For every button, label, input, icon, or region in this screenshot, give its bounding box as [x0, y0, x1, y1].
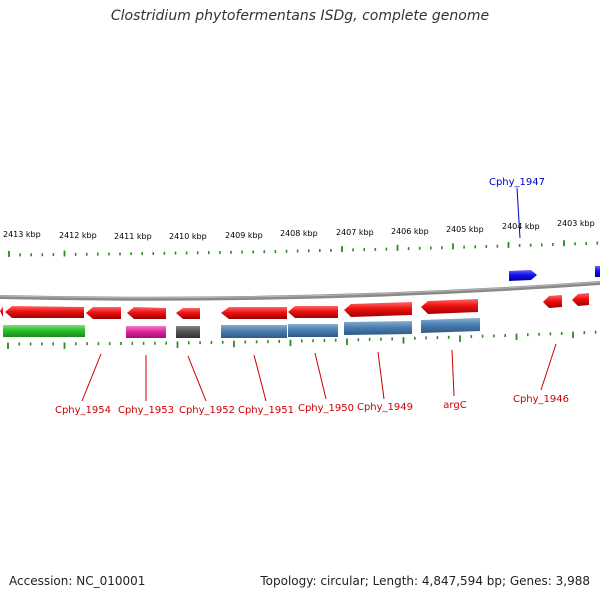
scale-label: 2409 kbp: [225, 231, 263, 240]
scale-label: 2411 kbp: [114, 232, 152, 241]
leader-line: [516, 187, 521, 239]
genome-title: Clostridium phytofermentans ISDg, comple…: [110, 8, 490, 24]
gene-labels: Cphy_1954 Cphy_1953 Cphy_1952 Cphy_1951 …: [55, 177, 569, 416]
gene-arrow[interactable]: [5, 306, 84, 318]
gene-arrow[interactable]: [421, 299, 478, 314]
scale-label: 2405 kbp: [446, 225, 484, 234]
scale-ticks: [7, 240, 599, 349]
gene-track-red: [0, 293, 589, 319]
gene-label[interactable]: Cphy_1954: [55, 405, 111, 416]
gene-label[interactable]: Cphy_1946: [513, 394, 569, 405]
leader-line: [314, 352, 327, 400]
gene-arrow[interactable]: [595, 266, 600, 277]
scale-label: 2407 kbp: [336, 228, 374, 237]
scale-labels: 2413 kbp 2412 kbp 2411 kbp 2410 kbp 2409…: [3, 219, 595, 241]
scale-label: 2408 kbp: [280, 229, 318, 238]
label-leaders: [81, 187, 557, 402]
scale-label: 2412 kbp: [59, 231, 97, 240]
leader-line: [253, 354, 267, 402]
gene-arrow[interactable]: [221, 307, 287, 319]
genome-backbone: [0, 281, 600, 301]
scale-label: 2410 kbp: [169, 232, 207, 241]
leader-line: [81, 353, 102, 402]
gene-arrow[interactable]: [176, 308, 200, 319]
gene-box[interactable]: [176, 326, 200, 338]
gene-arrow[interactable]: [509, 270, 537, 281]
scale-label: 2413 kbp: [3, 230, 41, 239]
scale-label: 2403 kbp: [557, 219, 595, 228]
leader-line: [377, 351, 385, 400]
gene-box[interactable]: [288, 324, 338, 337]
gene-arrow[interactable]: [127, 307, 166, 319]
leader-line: [451, 349, 455, 397]
gene-arrow[interactable]: [572, 293, 589, 306]
gene-arrow[interactable]: [86, 307, 121, 319]
gene-box[interactable]: [3, 325, 85, 337]
leader-line: [187, 355, 207, 402]
gene-track-outer: [509, 266, 600, 281]
gene-arrow[interactable]: [344, 302, 412, 317]
accession-text: Accession: NC_010001: [9, 574, 146, 588]
gene-box[interactable]: [344, 321, 412, 335]
gene-label[interactable]: Cphy_1952: [179, 405, 235, 416]
gene-box[interactable]: [126, 326, 166, 338]
gene-label[interactable]: Cphy_1947: [489, 177, 545, 188]
gene-label[interactable]: Cphy_1950: [298, 403, 354, 414]
gene-label[interactable]: argC: [443, 400, 466, 411]
gene-box[interactable]: [421, 318, 480, 333]
gene-label[interactable]: Cphy_1949: [357, 402, 413, 413]
gene-label[interactable]: Cphy_1951: [238, 405, 294, 416]
scale-label: 2404 kbp: [502, 222, 540, 231]
gene-label[interactable]: Cphy_1953: [118, 405, 174, 416]
leader-line: [540, 343, 557, 391]
gene-arrow[interactable]: [543, 295, 562, 308]
gene-arrow[interactable]: [0, 306, 3, 317]
genome-summary-text: Topology: circular; Length: 4,847,594 bp…: [260, 574, 590, 588]
gene-arrow[interactable]: [288, 306, 338, 318]
gene-box[interactable]: [221, 325, 287, 338]
gene-track-category: [3, 318, 480, 338]
genome-backbone-highlight: [0, 281, 600, 299]
scale-label: 2406 kbp: [391, 227, 429, 236]
